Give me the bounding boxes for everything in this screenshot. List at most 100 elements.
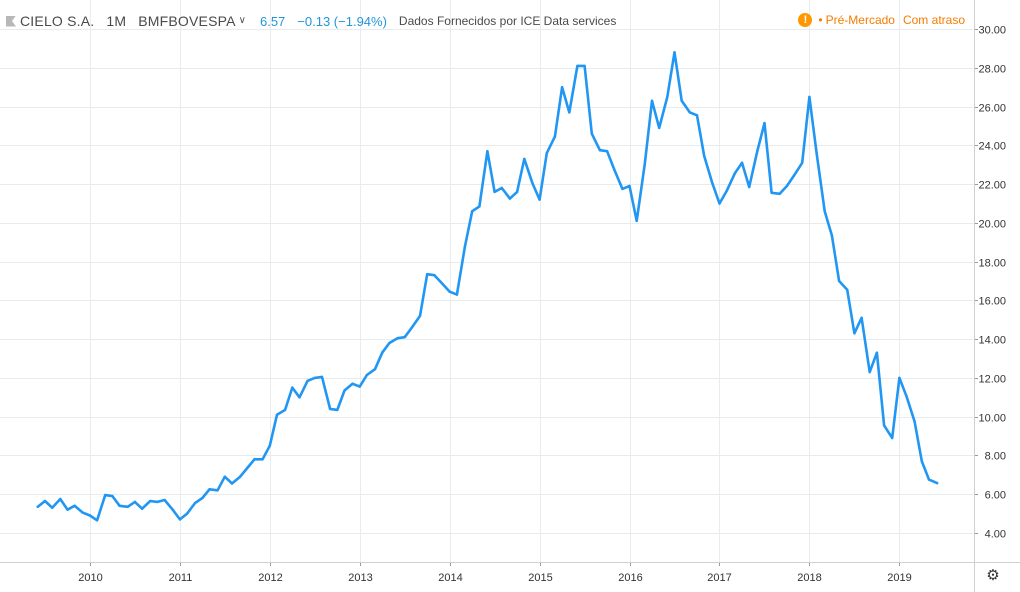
- data-point: [261, 458, 264, 461]
- data-point: [500, 186, 503, 190]
- data-point: [853, 332, 856, 335]
- data-point: [823, 210, 826, 213]
- interval-label[interactable]: 1M: [106, 13, 127, 29]
- data-point: [223, 475, 226, 478]
- data-point: [88, 514, 92, 517]
- data-point: [898, 376, 901, 380]
- data-point: [208, 488, 211, 491]
- data-point: [778, 192, 781, 195]
- data-point: [770, 191, 773, 194]
- data-point: [703, 154, 706, 158]
- data-point: [560, 86, 564, 89]
- data-point: [815, 151, 818, 155]
- price-change: −0.13 (−1.94%): [297, 13, 387, 29]
- data-point: [666, 95, 669, 99]
- data-point: [381, 351, 384, 354]
- chevron-down-icon[interactable]: ∨: [238, 14, 246, 26]
- data-point: [358, 385, 361, 388]
- y-tick-label: 20.00: [978, 219, 1006, 231]
- data-point: [426, 273, 429, 276]
- data-point: [178, 518, 182, 521]
- data-point: [118, 504, 121, 507]
- data-point: [43, 499, 47, 503]
- data-point: [149, 499, 152, 503]
- y-tick-label: 24.00: [978, 141, 1006, 153]
- data-point: [418, 314, 422, 318]
- data-point: [433, 274, 436, 277]
- market-session-label: Pré-Mercado: [825, 13, 895, 27]
- data-point: [756, 150, 759, 153]
- y-tick-label: 28.00: [978, 64, 1006, 76]
- data-point: [478, 205, 481, 208]
- data-point: [538, 198, 541, 201]
- gear-icon[interactable]: ⚙: [986, 567, 1000, 584]
- exchange-label[interactable]: BMFBOVESPA: [138, 13, 236, 29]
- data-point: [73, 504, 76, 507]
- y-tick-label: 22.00: [978, 180, 1006, 192]
- data-point: [36, 505, 39, 508]
- x-tick-label: 2012: [258, 572, 282, 584]
- data-point: [801, 161, 804, 164]
- data-point: [605, 150, 609, 153]
- symbol-name[interactable]: CIELO S.A.: [20, 13, 95, 29]
- data-point: [748, 185, 751, 189]
- data-point: [523, 157, 526, 161]
- data-point: [635, 219, 638, 223]
- data-point: [230, 482, 234, 485]
- data-point: [328, 407, 332, 411]
- y-tick-label: 12.00: [978, 374, 1006, 386]
- y-tick-label: 10.00: [978, 413, 1006, 425]
- data-point: [650, 99, 654, 103]
- data-point: [792, 174, 796, 177]
- series-layer: [36, 50, 939, 522]
- data-point: [621, 187, 624, 191]
- data-point: [268, 444, 271, 447]
- data-point: [133, 500, 137, 504]
- data-point: [785, 184, 789, 188]
- x-tick-label: 2013: [348, 572, 372, 584]
- data-point: [343, 389, 346, 392]
- data-point: [688, 111, 691, 114]
- data-point: [126, 505, 129, 508]
- data-point: [95, 519, 99, 522]
- data-point: [320, 375, 324, 379]
- y-tick-label: 4.00: [985, 529, 1006, 541]
- data-point: [455, 293, 459, 296]
- warning-icon[interactable]: !: [798, 13, 813, 27]
- data-point: [81, 511, 84, 514]
- data-point: [576, 64, 579, 68]
- data-point: [216, 489, 219, 492]
- data-point: [51, 506, 54, 509]
- y-tick-label: 18.00: [978, 258, 1006, 270]
- data-point: [598, 149, 602, 152]
- series-line: [36, 50, 939, 522]
- x-tick-label: 2011: [169, 572, 193, 584]
- x-tick-label: 2014: [438, 572, 462, 584]
- data-point: [306, 379, 309, 382]
- data-point: [837, 279, 841, 283]
- data-point: [471, 210, 474, 213]
- market-status[interactable]: ! • Pré-Mercado Com atraso: [798, 11, 965, 29]
- data-point: [740, 161, 744, 164]
- data-point: [658, 126, 661, 130]
- data-point: [508, 197, 512, 200]
- data-point: [643, 162, 646, 165]
- flag-icon[interactable]: [6, 15, 16, 27]
- data-point: [913, 420, 916, 423]
- last-price: 6.57: [259, 13, 286, 29]
- gridlines: [0, 0, 974, 562]
- data-point: [553, 135, 557, 138]
- data-provider: Dados Fornecidos por ICE Data services: [398, 14, 617, 28]
- data-point: [403, 336, 406, 339]
- data-point: [111, 494, 114, 498]
- data-point: [140, 507, 144, 510]
- data-point: [568, 111, 571, 114]
- data-point: [891, 436, 894, 440]
- data-point: [298, 396, 301, 399]
- data-point: [733, 172, 736, 175]
- data-point: [695, 114, 699, 117]
- data-point: [531, 181, 534, 185]
- data-point: [238, 475, 242, 478]
